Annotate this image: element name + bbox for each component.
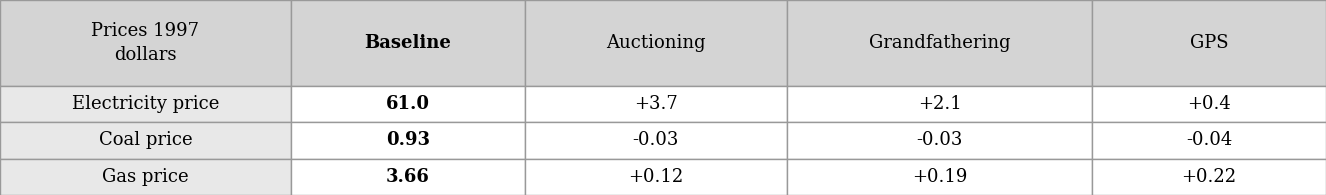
Text: +3.7: +3.7 [634, 95, 678, 113]
Bar [290, 159, 525, 195]
Bar [788, 159, 1093, 195]
Text: GPS: GPS [1189, 34, 1228, 52]
Bar [788, 0, 1093, 86]
Bar [788, 122, 1093, 159]
Text: +0.12: +0.12 [629, 168, 683, 186]
Text: 3.66: 3.66 [386, 168, 430, 186]
Bar [525, 0, 788, 86]
Bar [788, 86, 1093, 122]
Bar [290, 122, 525, 159]
Text: Gas price: Gas price [102, 168, 188, 186]
Bar [1093, 159, 1326, 195]
Text: +2.1: +2.1 [918, 95, 961, 113]
Text: +0.4: +0.4 [1187, 95, 1231, 113]
Text: 61.0: 61.0 [386, 95, 430, 113]
Text: Auctioning: Auctioning [606, 34, 705, 52]
Text: Coal price: Coal price [98, 131, 192, 149]
Text: -0.04: -0.04 [1185, 131, 1232, 149]
Bar [290, 86, 525, 122]
Bar [0, 159, 290, 195]
Text: Electricity price: Electricity price [72, 95, 219, 113]
Text: -0.03: -0.03 [633, 131, 679, 149]
Bar [0, 86, 290, 122]
Text: Baseline: Baseline [365, 34, 451, 52]
Bar [1093, 122, 1326, 159]
Text: -0.03: -0.03 [916, 131, 963, 149]
Bar [290, 0, 525, 86]
Bar [525, 122, 788, 159]
Text: 0.93: 0.93 [386, 131, 430, 149]
Bar [0, 122, 290, 159]
Bar [0, 0, 290, 86]
Bar [525, 86, 788, 122]
Text: +0.22: +0.22 [1181, 168, 1237, 186]
Text: Prices 1997
dollars: Prices 1997 dollars [91, 22, 199, 64]
Text: +0.19: +0.19 [912, 168, 967, 186]
Bar [1093, 86, 1326, 122]
Text: Grandfathering: Grandfathering [869, 34, 1010, 52]
Bar [525, 159, 788, 195]
Bar [1093, 0, 1326, 86]
